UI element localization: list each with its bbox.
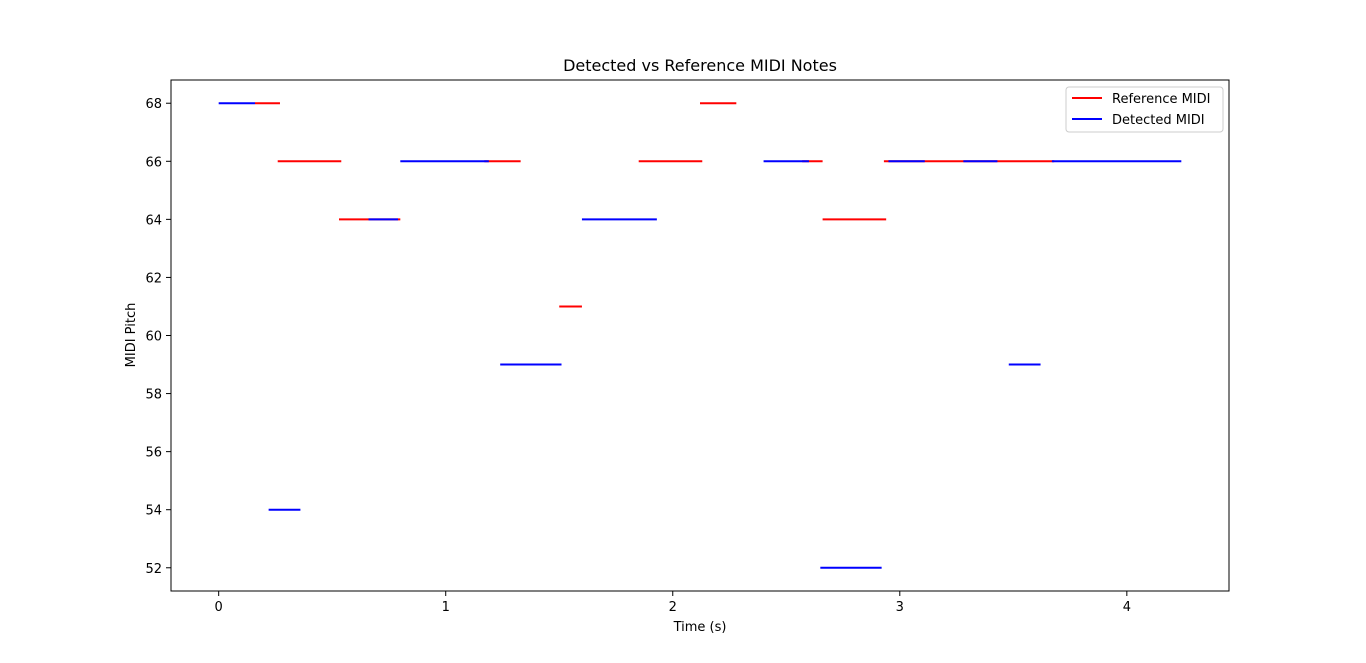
y-tick-label-6: 64 [145,213,162,228]
y-tick-label-5: 62 [145,271,162,286]
y-tick-label-3: 58 [145,388,162,403]
y-tick-label-8: 68 [145,97,162,112]
x-tick-label-4: 4 [1123,600,1131,615]
legend-label-reference: Reference MIDI [1112,92,1211,107]
y-tick-label-4: 60 [145,330,162,345]
y-tick-label-7: 66 [145,155,162,170]
legend: Reference MIDI Detected MIDI [1065,86,1224,133]
x-tick-label-3: 3 [896,600,904,615]
plot-frame [170,79,1230,592]
y-tick-label-1: 54 [145,504,162,519]
chart-marks [218,102,1182,569]
chart-title: Detected vs Reference MIDI Notes [563,56,837,75]
y-tick-label-2: 56 [145,446,162,461]
x-tick-label-0: 0 [215,600,223,615]
y-tick-label-0: 52 [145,562,162,577]
axis-ticks: 0 1 2 3 4 52 54 56 58 60 62 64 66 68 [145,97,1131,615]
legend-box [1065,86,1224,133]
x-tick-label-1: 1 [442,600,450,615]
y-axis-label: MIDI Pitch [124,303,139,368]
legend-label-detected: Detected MIDI [1112,113,1205,128]
x-axis-label: Time (s) [673,620,727,635]
x-tick-label-2: 2 [669,600,677,615]
